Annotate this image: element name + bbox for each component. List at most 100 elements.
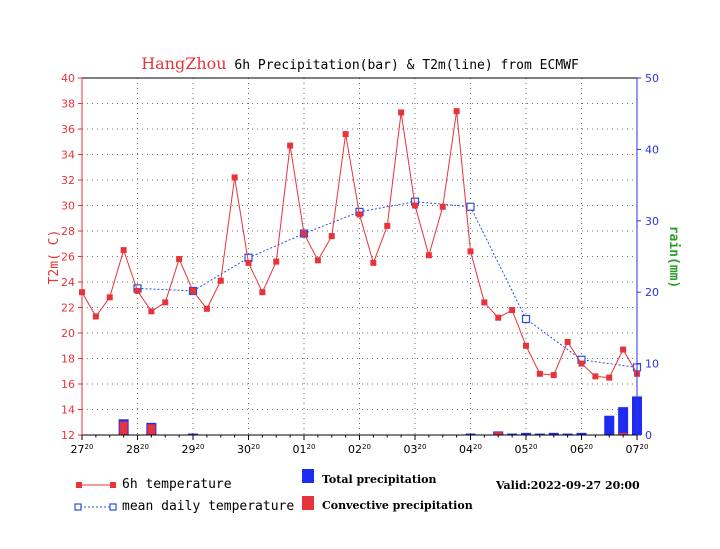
precipitation-bars	[118, 396, 642, 435]
legend-total-swatch	[302, 469, 314, 483]
left-tick-label: 18	[61, 353, 75, 366]
left-tick-label: 30	[61, 200, 75, 213]
total-precip-bar	[618, 407, 629, 435]
x-tick-label: 3020	[237, 443, 260, 456]
right-tick-label: 0	[645, 429, 652, 442]
mean-daily-line	[137, 201, 638, 368]
total-precip-bar	[562, 433, 573, 435]
temp-6h-point	[342, 131, 349, 138]
left-tick-label: 22	[61, 302, 75, 315]
temp-6h-point	[509, 307, 516, 314]
temp-6h-point	[550, 372, 557, 379]
left-tick-label: 38	[61, 98, 75, 111]
temp-6h-point	[536, 370, 543, 377]
temp-6h-point	[495, 314, 502, 321]
x-tick-label: 2720	[71, 443, 94, 456]
mean-daily-point	[466, 202, 475, 211]
temp-6h-point	[467, 248, 474, 255]
left-tick-label: 14	[61, 404, 75, 417]
left-tick-label: 28	[61, 225, 75, 238]
x-tick-label: 0720	[626, 443, 649, 456]
legend-temp-marker	[110, 482, 116, 488]
right-tick-label: 10	[645, 358, 659, 371]
right-tick-label: 40	[645, 143, 659, 156]
x-tick-label: 0220	[348, 443, 371, 456]
temp-6h-point	[273, 258, 280, 265]
right-tick-label: 30	[645, 215, 659, 228]
temp-6h-point	[148, 308, 155, 315]
temp-6h-point	[106, 294, 113, 301]
legend-convective-precip: Convective precipitation	[322, 499, 473, 512]
temp-6h-point	[92, 313, 99, 320]
temp-6h-point	[134, 287, 141, 294]
total-precip-bar	[604, 415, 615, 435]
temp-6h-point	[287, 142, 294, 149]
right-tick-label: 20	[645, 286, 659, 299]
temp-6h-point	[592, 373, 599, 380]
temp-6h-point	[203, 305, 210, 312]
temp-6h-point	[481, 299, 488, 306]
x-tick-label: 2920	[182, 443, 205, 456]
temp-6h-point	[384, 222, 391, 229]
convective-precip-bar	[147, 424, 156, 435]
temp-6h-point	[564, 338, 571, 345]
temp-6h-point	[190, 287, 196, 294]
legend-total-precip: Total precipitation	[322, 473, 437, 486]
convective-precip-bar	[119, 421, 128, 435]
total-precip-bar	[548, 432, 559, 435]
grid	[82, 78, 637, 435]
temp-6h-point	[578, 360, 585, 367]
total-precip-bar	[521, 432, 531, 435]
temp-6h-point	[523, 342, 529, 349]
left-tick-label: 36	[61, 123, 75, 136]
legend-temp-6h: 6h temperature	[122, 477, 232, 492]
temp-6h-point	[328, 233, 335, 240]
convective-precip-bar	[494, 432, 503, 435]
temp-6h-line	[81, 111, 638, 379]
y-left-title: T2m( C)	[47, 230, 62, 285]
temp-6h-point	[412, 202, 418, 209]
valid-time: Valid:2022-09-27 20:00	[496, 479, 640, 492]
right-tick-label: 50	[645, 72, 659, 85]
x-tick-label: 0120	[293, 443, 316, 456]
temperature-series	[79, 108, 640, 381]
temp-6h-point	[453, 108, 460, 115]
temp-6h-point	[245, 259, 252, 266]
total-precip-bar	[534, 433, 545, 435]
legend-temp-marker	[76, 482, 82, 488]
total-precip-bar	[465, 433, 476, 435]
legend-mean-marker	[74, 503, 82, 511]
legend-mean-marker	[109, 503, 117, 511]
convective-precip-bar	[619, 432, 628, 435]
x-tick-label: 0320	[404, 443, 427, 456]
temp-6h-point	[620, 346, 627, 353]
left-tick-label: 34	[61, 149, 75, 162]
temp-6h-point	[217, 277, 224, 284]
left-tick-label: 24	[61, 276, 75, 289]
legend-convective-swatch	[302, 496, 314, 510]
legend-mean-daily: mean daily temperature	[122, 499, 295, 514]
left-tick-label: 12	[61, 429, 75, 442]
total-precip-bar	[188, 433, 198, 435]
x-tick-label: 0620	[570, 443, 593, 456]
temp-6h-point	[259, 289, 266, 296]
legend-markers	[74, 469, 314, 511]
mean-daily-point	[521, 314, 531, 324]
temp-6h-point	[314, 257, 321, 264]
left-tick-label: 40	[61, 72, 75, 85]
total-precip-bar	[576, 432, 587, 435]
y-right-title: rain(mm)	[666, 226, 681, 289]
temp-6h-point	[398, 109, 405, 116]
total-precip-bar	[507, 433, 518, 435]
left-tick-label: 20	[61, 327, 75, 340]
temp-6h-point	[425, 252, 432, 259]
temp-6h-point	[231, 174, 238, 181]
x-tick-label: 2820	[126, 443, 149, 456]
temp-6h-point	[356, 211, 363, 218]
temp-6h-point	[176, 256, 183, 263]
x-tick-label: 0420	[459, 443, 482, 456]
left-tick-label: 32	[61, 174, 75, 187]
temp-6h-point	[120, 247, 127, 254]
title-text: 6h Precipitation(bar) & T2m(line) from E…	[234, 58, 579, 73]
